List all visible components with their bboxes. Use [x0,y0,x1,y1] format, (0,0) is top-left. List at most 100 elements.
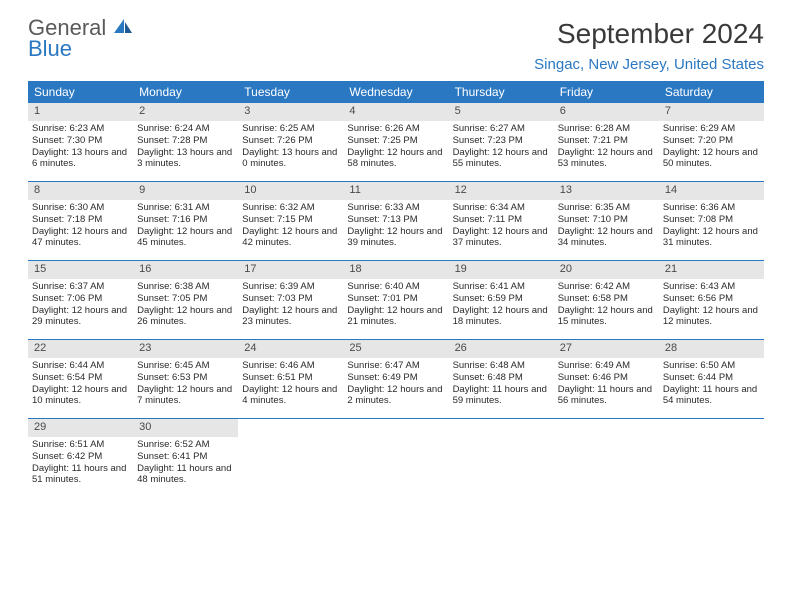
day-number: 23 [133,340,238,358]
day-number: 28 [659,340,764,358]
day-cell: 12Sunrise: 6:34 AMSunset: 7:11 PMDayligh… [449,182,554,260]
daylight-text: Daylight: 12 hours and 15 minutes. [558,305,655,329]
sunset-text: Sunset: 7:08 PM [663,214,760,226]
daylight-text: Daylight: 12 hours and 42 minutes. [242,226,339,250]
day-number: 10 [238,182,343,200]
day-number: 5 [449,103,554,121]
day-cell: 29Sunrise: 6:51 AMSunset: 6:42 PMDayligh… [28,419,133,497]
sunset-text: Sunset: 7:11 PM [453,214,550,226]
sunset-text: Sunset: 6:59 PM [453,293,550,305]
day-body: Sunrise: 6:29 AMSunset: 7:20 PMDaylight:… [659,121,764,175]
sunset-text: Sunset: 7:28 PM [137,135,234,147]
sunset-text: Sunset: 6:48 PM [453,372,550,384]
logo: General Blue [28,18,134,60]
day-body: Sunrise: 6:51 AMSunset: 6:42 PMDaylight:… [28,437,133,491]
sunset-text: Sunset: 7:18 PM [32,214,129,226]
sunset-text: Sunset: 7:05 PM [137,293,234,305]
daylight-text: Daylight: 12 hours and 47 minutes. [32,226,129,250]
location-label: Singac, New Jersey, United States [534,56,764,73]
sunset-text: Sunset: 7:30 PM [32,135,129,147]
day-body: Sunrise: 6:39 AMSunset: 7:03 PMDaylight:… [238,279,343,333]
day-number: 21 [659,261,764,279]
day-header: Wednesday [343,81,448,103]
day-header-row: Sunday Monday Tuesday Wednesday Thursday… [28,81,764,103]
day-number: 4 [343,103,448,121]
sunset-text: Sunset: 7:20 PM [663,135,760,147]
sunrise-text: Sunrise: 6:33 AM [347,202,444,214]
day-number: 11 [343,182,448,200]
day-header: Saturday [659,81,764,103]
day-cell: 6Sunrise: 6:28 AMSunset: 7:21 PMDaylight… [554,103,659,181]
daylight-text: Daylight: 13 hours and 6 minutes. [32,147,129,171]
daylight-text: Daylight: 11 hours and 54 minutes. [663,384,760,408]
day-number: 18 [343,261,448,279]
daylight-text: Daylight: 12 hours and 45 minutes. [137,226,234,250]
daylight-text: Daylight: 13 hours and 3 minutes. [137,147,234,171]
sunrise-text: Sunrise: 6:37 AM [32,281,129,293]
sunset-text: Sunset: 7:26 PM [242,135,339,147]
daylight-text: Daylight: 11 hours and 59 minutes. [453,384,550,408]
day-cell: 27Sunrise: 6:49 AMSunset: 6:46 PMDayligh… [554,340,659,418]
sunrise-text: Sunrise: 6:31 AM [137,202,234,214]
day-body: Sunrise: 6:41 AMSunset: 6:59 PMDaylight:… [449,279,554,333]
sunrise-text: Sunrise: 6:50 AM [663,360,760,372]
sunset-text: Sunset: 7:13 PM [347,214,444,226]
day-body: Sunrise: 6:49 AMSunset: 6:46 PMDaylight:… [554,358,659,412]
day-number: 1 [28,103,133,121]
day-body: Sunrise: 6:28 AMSunset: 7:21 PMDaylight:… [554,121,659,175]
day-number: 26 [449,340,554,358]
day-body: Sunrise: 6:32 AMSunset: 7:15 PMDaylight:… [238,200,343,254]
daylight-text: Daylight: 12 hours and 39 minutes. [347,226,444,250]
day-body: Sunrise: 6:30 AMSunset: 7:18 PMDaylight:… [28,200,133,254]
sunrise-text: Sunrise: 6:51 AM [32,439,129,451]
day-cell: 15Sunrise: 6:37 AMSunset: 7:06 PMDayligh… [28,261,133,339]
daylight-text: Daylight: 13 hours and 0 minutes. [242,147,339,171]
day-body: Sunrise: 6:24 AMSunset: 7:28 PMDaylight:… [133,121,238,175]
day-number: 20 [554,261,659,279]
daylight-text: Daylight: 12 hours and 34 minutes. [558,226,655,250]
daylight-text: Daylight: 12 hours and 37 minutes. [453,226,550,250]
week-row: 29Sunrise: 6:51 AMSunset: 6:42 PMDayligh… [28,419,764,497]
sunrise-text: Sunrise: 6:43 AM [663,281,760,293]
sunset-text: Sunset: 6:42 PM [32,451,129,463]
sunset-text: Sunset: 7:15 PM [242,214,339,226]
day-cell: 20Sunrise: 6:42 AMSunset: 6:58 PMDayligh… [554,261,659,339]
day-header: Tuesday [238,81,343,103]
day-body: Sunrise: 6:34 AMSunset: 7:11 PMDaylight:… [449,200,554,254]
day-cell: 25Sunrise: 6:47 AMSunset: 6:49 PMDayligh… [343,340,448,418]
day-cell: 17Sunrise: 6:39 AMSunset: 7:03 PMDayligh… [238,261,343,339]
day-number: 15 [28,261,133,279]
day-number: 22 [28,340,133,358]
sunrise-text: Sunrise: 6:30 AM [32,202,129,214]
day-body: Sunrise: 6:48 AMSunset: 6:48 PMDaylight:… [449,358,554,412]
daylight-text: Daylight: 12 hours and 50 minutes. [663,147,760,171]
sunrise-text: Sunrise: 6:39 AM [242,281,339,293]
daylight-text: Daylight: 12 hours and 18 minutes. [453,305,550,329]
daylight-text: Daylight: 12 hours and 55 minutes. [453,147,550,171]
sunrise-text: Sunrise: 6:25 AM [242,123,339,135]
day-number: 16 [133,261,238,279]
day-body: Sunrise: 6:25 AMSunset: 7:26 PMDaylight:… [238,121,343,175]
daylight-text: Daylight: 12 hours and 4 minutes. [242,384,339,408]
day-number: 13 [554,182,659,200]
day-cell: 8Sunrise: 6:30 AMSunset: 7:18 PMDaylight… [28,182,133,260]
day-cell: 5Sunrise: 6:27 AMSunset: 7:23 PMDaylight… [449,103,554,181]
day-body: Sunrise: 6:23 AMSunset: 7:30 PMDaylight:… [28,121,133,175]
daylight-text: Daylight: 12 hours and 12 minutes. [663,305,760,329]
sunset-text: Sunset: 6:54 PM [32,372,129,384]
day-body: Sunrise: 6:38 AMSunset: 7:05 PMDaylight:… [133,279,238,333]
sunrise-text: Sunrise: 6:41 AM [453,281,550,293]
sunset-text: Sunset: 7:25 PM [347,135,444,147]
sunrise-text: Sunrise: 6:32 AM [242,202,339,214]
sunset-text: Sunset: 7:21 PM [558,135,655,147]
day-body: Sunrise: 6:33 AMSunset: 7:13 PMDaylight:… [343,200,448,254]
day-cell: 7Sunrise: 6:29 AMSunset: 7:20 PMDaylight… [659,103,764,181]
daylight-text: Daylight: 12 hours and 23 minutes. [242,305,339,329]
sunrise-text: Sunrise: 6:29 AM [663,123,760,135]
daylight-text: Daylight: 12 hours and 31 minutes. [663,226,760,250]
sunrise-text: Sunrise: 6:23 AM [32,123,129,135]
day-body: Sunrise: 6:43 AMSunset: 6:56 PMDaylight:… [659,279,764,333]
sunrise-text: Sunrise: 6:52 AM [137,439,234,451]
sunrise-text: Sunrise: 6:38 AM [137,281,234,293]
day-cell: 10Sunrise: 6:32 AMSunset: 7:15 PMDayligh… [238,182,343,260]
